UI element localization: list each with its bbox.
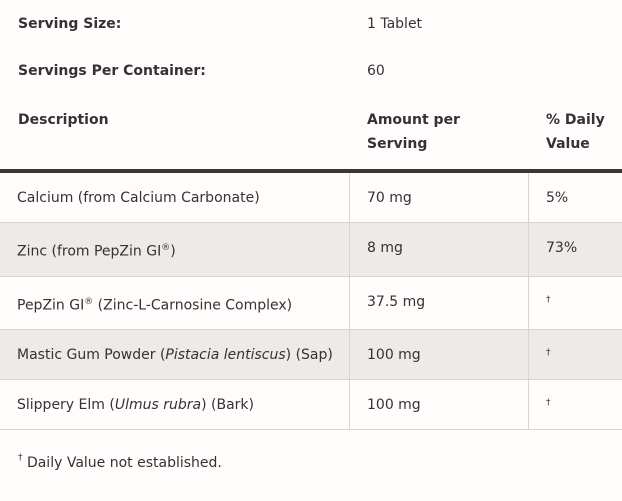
latin-name: Pistacia lentiscus — [165, 347, 286, 364]
amount-cell: 100 mg — [349, 379, 529, 431]
table-row: Slippery Elm (Ulmus rubra) (Bark) 100 mg… — [0, 379, 622, 431]
column-header-description: Description — [18, 112, 109, 128]
amount-header-line1: Amount per — [367, 112, 460, 128]
ingredient-name: PepZin GI — [17, 297, 85, 314]
daily-value-cell: † — [528, 379, 622, 431]
dagger-mark: † — [18, 453, 23, 463]
latin-name: Ulmus rubra — [114, 397, 202, 414]
daily-value-cell: 73% — [528, 222, 622, 277]
dv-header-line2: Value — [546, 136, 590, 152]
serving-size-value: 1 Tablet — [367, 16, 423, 32]
ingredient-suffix: ) — [170, 243, 176, 260]
ingredient-name: Calcium (from Calcium Carbonate) — [17, 190, 260, 206]
column-header-daily-value: % Daily Value — [546, 108, 605, 156]
footnote-text: Daily Value not established. — [22, 455, 222, 471]
registered-mark: ® — [161, 243, 171, 253]
ingredient-suffix: ) (Bark) — [201, 397, 254, 414]
ingredient-name: Zinc (from PepZin GI — [17, 243, 162, 260]
servings-per-container-value: 60 — [367, 63, 385, 79]
ingredient-description: Zinc (from PepZin GI®) — [0, 222, 350, 277]
registered-mark: ® — [84, 296, 94, 307]
amount-cell: 37.5 mg — [349, 276, 529, 331]
table-row: Zinc (from PepZin GI®) 8 mg 73% — [0, 222, 622, 277]
amount-cell: 70 mg — [349, 173, 529, 223]
ingredient-name: Mastic Gum Powder ( — [17, 347, 166, 364]
daily-value-cell: † — [528, 329, 622, 381]
serving-size-label: Serving Size: — [18, 16, 122, 32]
daily-value: 5% — [546, 190, 569, 206]
ingredient-suffix: ) (Sap) — [285, 347, 333, 364]
footnote: † Daily Value not established. — [18, 453, 222, 471]
daily-value: † — [546, 398, 551, 409]
table-row: PepZin GI® (Zinc-L-Carnosine Complex) 37… — [0, 276, 622, 331]
daily-value: † — [546, 294, 551, 305]
daily-value-cell: † — [528, 276, 622, 331]
daily-value: 73% — [546, 240, 578, 256]
ingredient-name: Slippery Elm ( — [17, 397, 115, 414]
amount-cell: 8 mg — [349, 222, 529, 277]
ingredient-suffix: (Zinc-L-Carnosine Complex) — [93, 297, 293, 314]
ingredient-description: Calcium (from Calcium Carbonate) — [0, 173, 350, 223]
table-row: Calcium (from Calcium Carbonate) 70 mg 5… — [0, 173, 622, 223]
supplement-facts-table: Calcium (from Calcium Carbonate) 70 mg 5… — [0, 173, 622, 431]
daily-value-cell: 5% — [528, 173, 622, 223]
column-header-amount: Amount per Serving — [367, 108, 460, 156]
amount-header-line2: Serving — [367, 136, 428, 152]
ingredient-description: PepZin GI® (Zinc-L-Carnosine Complex) — [0, 276, 350, 331]
daily-value: † — [546, 348, 551, 359]
dv-header-line1: % Daily — [546, 112, 605, 128]
header-divider — [0, 169, 622, 173]
amount-cell: 100 mg — [349, 329, 529, 381]
table-row: Mastic Gum Powder (Pistacia lentiscus) (… — [0, 329, 622, 381]
ingredient-description: Mastic Gum Powder (Pistacia lentiscus) (… — [0, 329, 350, 381]
ingredient-description: Slippery Elm (Ulmus rubra) (Bark) — [0, 379, 350, 431]
servings-per-container-label: Servings Per Container: — [18, 63, 206, 79]
